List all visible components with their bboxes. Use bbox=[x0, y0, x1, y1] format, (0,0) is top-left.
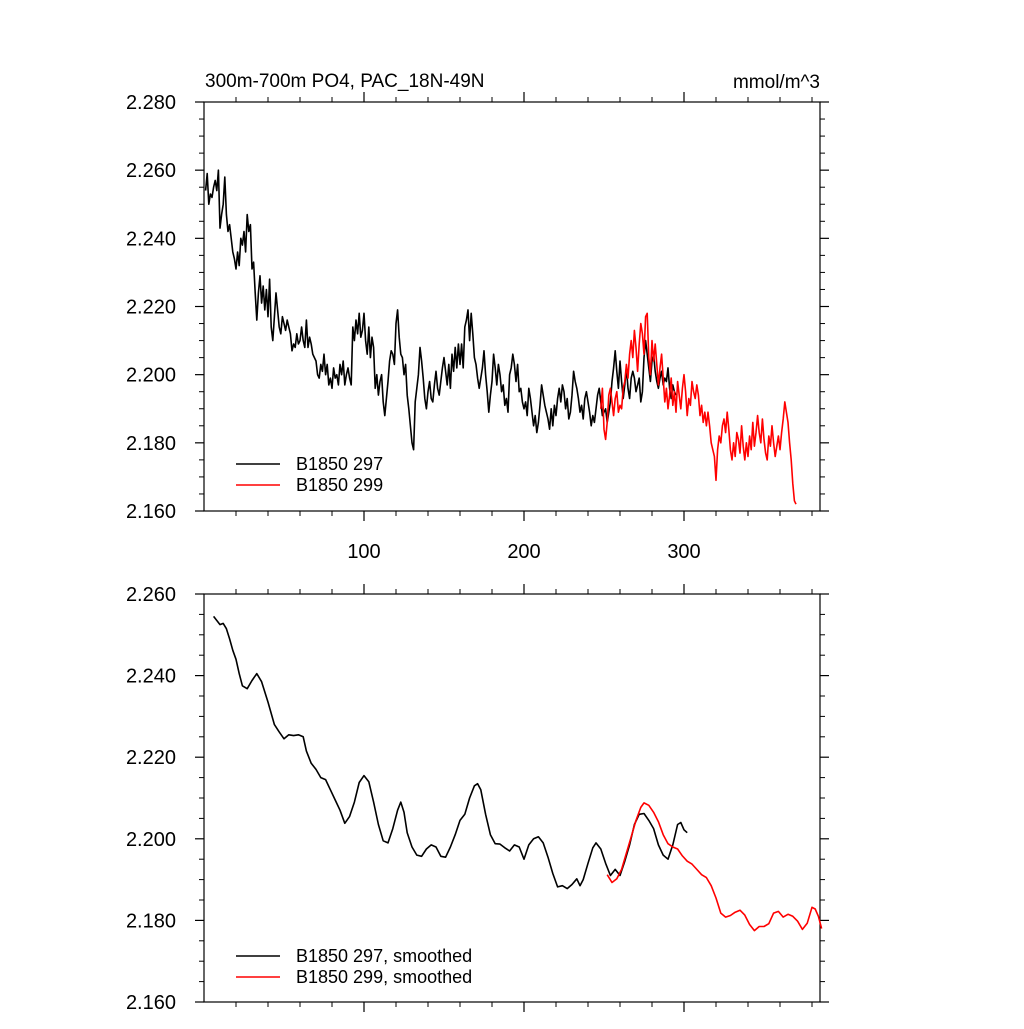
series-line-1 bbox=[204, 169, 677, 451]
chart-panel-2: 2.260 2.240 2.220 2.200 2.180 2.160 B1850 297,… bbox=[126, 584, 829, 1014]
y-tick-label: 2.240 bbox=[126, 228, 176, 250]
x-tick-label: 100 bbox=[347, 541, 380, 563]
legend-label-2: B1850 299 bbox=[296, 475, 383, 495]
y-tick-label: 2.180 bbox=[126, 910, 176, 932]
y-tick-label: 2.240 bbox=[126, 666, 176, 688]
y-tick-label: 2.200 bbox=[126, 829, 176, 851]
y-tick-label: 2.280 bbox=[126, 92, 176, 114]
series-line-2 bbox=[606, 802, 823, 932]
x-tick-label: 200 bbox=[507, 541, 540, 563]
y-tick-label: 2.220 bbox=[126, 297, 176, 319]
chart-panel-1: 2.280 2.260 2.240 2.220 2.200 2.180 2.160 100 20… bbox=[126, 71, 829, 563]
y-tick-label: 2.160 bbox=[126, 501, 176, 523]
legend-label-2: B1850 299, smoothed bbox=[296, 967, 472, 987]
plot-frame bbox=[203, 101, 821, 512]
y-tick-label: 2.260 bbox=[126, 160, 176, 182]
plot-frame bbox=[203, 593, 821, 1003]
y-tick-label: 2.160 bbox=[126, 992, 176, 1014]
y-tick-label: 2.180 bbox=[126, 433, 176, 455]
series-line-1 bbox=[212, 615, 688, 890]
y-tick-label: 2.220 bbox=[126, 747, 176, 769]
legend-label-1: B1850 297 bbox=[296, 454, 383, 474]
series-line-2 bbox=[600, 312, 797, 505]
units-label: mmol/m^3 bbox=[733, 72, 820, 93]
y-tick-label: 2.260 bbox=[126, 584, 176, 606]
y-tick-label: 2.200 bbox=[126, 365, 176, 387]
chart-title: 300m-700m PO4, PAC_18N-49N bbox=[205, 71, 485, 92]
x-tick-label: 300 bbox=[667, 541, 700, 563]
legend-label-1: B1850 297, smoothed bbox=[296, 946, 472, 966]
